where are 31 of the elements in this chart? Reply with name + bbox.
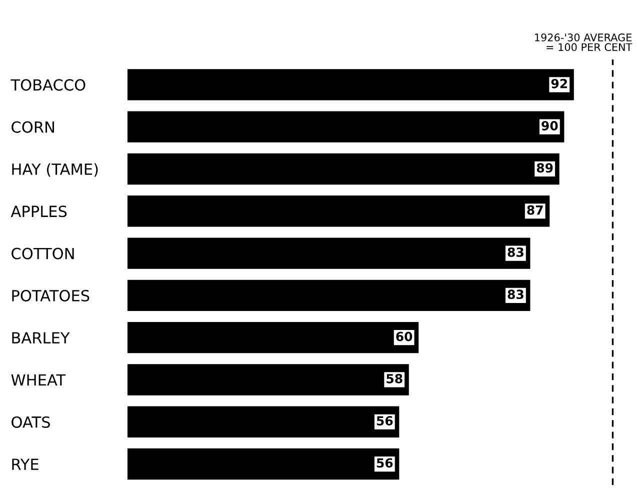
bar	[127, 322, 419, 354]
bar	[127, 196, 550, 227]
bar	[127, 280, 530, 312]
y-tick-label: TOBACCO	[10, 79, 86, 91]
y-tick-label: APPLES	[10, 206, 67, 218]
bar	[127, 69, 574, 100]
y-tick-label: COTTON	[12, 248, 74, 260]
data-label: 58	[386, 374, 402, 384]
data-label: 92	[551, 78, 567, 88]
y-tick-label: WHEAT	[11, 374, 66, 386]
bar	[127, 406, 400, 438]
bar	[127, 238, 530, 269]
bar	[127, 153, 560, 185]
data-label: 83	[508, 247, 524, 257]
data-label: 87	[527, 205, 543, 215]
data-label: 83	[508, 290, 524, 300]
y-tick-label: OATS	[12, 416, 50, 428]
y-tick-label: HAY (TAME)	[12, 163, 98, 177]
bar	[127, 111, 564, 142]
data-label: 60	[396, 332, 412, 342]
y-tick-label: POTATOES	[12, 290, 90, 302]
y-tick-label: RYE	[12, 458, 38, 470]
ref-line-label: 1926-'30 AVERAGE = 100 PER CENT	[535, 33, 632, 52]
bar	[127, 448, 400, 480]
y-tick-label: CORN	[12, 121, 54, 133]
data-label: 56	[376, 416, 393, 426]
data-label: 89	[536, 163, 553, 173]
data-label: 56	[376, 458, 393, 468]
data-label: 90	[542, 121, 558, 130]
y-tick-label: BARLEY	[12, 332, 70, 344]
bar	[127, 364, 409, 396]
